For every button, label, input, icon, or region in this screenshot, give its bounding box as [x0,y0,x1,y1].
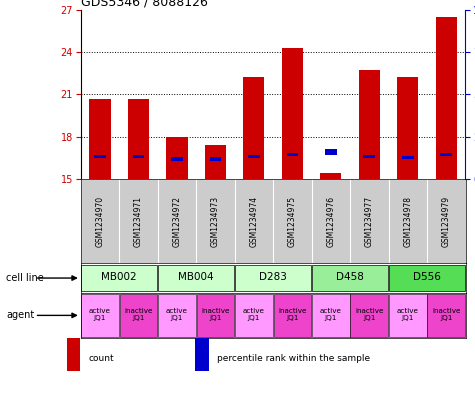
Bar [325,149,337,155]
Text: active
JQ1: active JQ1 [320,308,342,321]
Bar [389,265,465,291]
Text: active
JQ1: active JQ1 [89,308,111,321]
Text: GSM1234973: GSM1234973 [211,195,220,247]
Bar [243,77,265,179]
Bar [81,265,157,291]
Bar [427,179,466,263]
Text: active
JQ1: active JQ1 [243,308,265,321]
Text: MB004: MB004 [179,272,214,283]
Bar [158,294,196,337]
Bar [209,158,221,160]
Bar [282,48,303,179]
Bar [235,179,273,263]
Bar [436,17,457,179]
Text: inactive
JQ1: inactive JQ1 [278,308,307,321]
Bar [389,179,427,263]
Text: active
JQ1: active JQ1 [397,308,419,321]
Bar [94,154,106,158]
Bar [133,154,144,158]
Text: inactive
JQ1: inactive JQ1 [355,308,384,321]
Bar [312,265,388,291]
Bar [440,153,452,156]
Bar [397,77,418,179]
Text: D556: D556 [413,272,441,283]
Text: percentile rank within the sample: percentile rank within the sample [217,354,370,363]
Bar [428,294,465,337]
Text: inactive
JQ1: inactive JQ1 [432,308,461,321]
Bar [120,294,157,337]
Bar [274,294,311,337]
Text: MB002: MB002 [102,272,137,283]
Bar [320,173,342,179]
Bar [66,335,80,371]
Text: inactive
JQ1: inactive JQ1 [201,308,230,321]
Bar [89,99,111,179]
Text: active
JQ1: active JQ1 [166,308,188,321]
Bar [273,179,312,263]
Bar [359,70,380,179]
Text: GSM1234971: GSM1234971 [134,196,143,246]
Text: GSM1234970: GSM1234970 [95,195,104,247]
Text: agent: agent [7,310,35,320]
Bar [286,153,298,156]
Bar [205,145,226,179]
Bar [312,294,350,337]
Text: GSM1234974: GSM1234974 [249,195,258,247]
Bar [363,154,375,158]
Bar [312,179,350,263]
Bar [119,179,158,263]
Bar [166,136,188,179]
Bar [351,294,388,337]
Text: GSM1234975: GSM1234975 [288,195,297,247]
Text: D283: D283 [259,272,287,283]
Bar [158,179,196,263]
Text: D458: D458 [336,272,364,283]
Bar [81,179,119,263]
Bar [195,335,209,371]
Bar [196,179,235,263]
Bar [402,156,414,159]
Bar [171,158,183,160]
Bar [81,294,119,337]
Text: GSM1234976: GSM1234976 [326,195,335,247]
Text: GSM1234979: GSM1234979 [442,195,451,247]
Text: GDS5346 / 8088126: GDS5346 / 8088126 [81,0,208,9]
Bar [197,294,234,337]
Bar [158,265,234,291]
Bar [235,294,273,337]
Bar [128,99,149,179]
Text: cell line: cell line [7,273,44,283]
Text: count: count [88,354,114,363]
Bar [248,154,260,158]
Text: inactive
JQ1: inactive JQ1 [124,308,153,321]
Text: GSM1234972: GSM1234972 [172,196,181,246]
Bar [235,265,311,291]
Text: GSM1234977: GSM1234977 [365,195,374,247]
Text: GSM1234978: GSM1234978 [403,196,412,246]
Bar [350,179,389,263]
Bar [389,294,427,337]
